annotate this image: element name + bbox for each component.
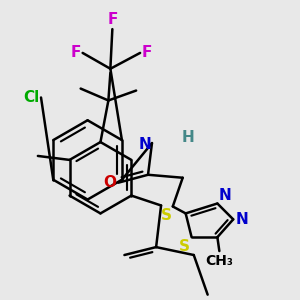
Text: O: O [103, 175, 116, 190]
Text: S: S [178, 239, 190, 254]
Text: N: N [138, 136, 151, 152]
Text: N: N [218, 188, 231, 202]
Text: Cl: Cl [23, 90, 39, 105]
Text: F: F [142, 45, 152, 60]
Text: CH₃: CH₃ [206, 254, 233, 268]
Text: F: F [70, 45, 81, 60]
Text: H: H [182, 130, 194, 145]
Text: N: N [235, 212, 248, 227]
Text: S: S [161, 208, 172, 224]
Text: F: F [107, 12, 118, 27]
